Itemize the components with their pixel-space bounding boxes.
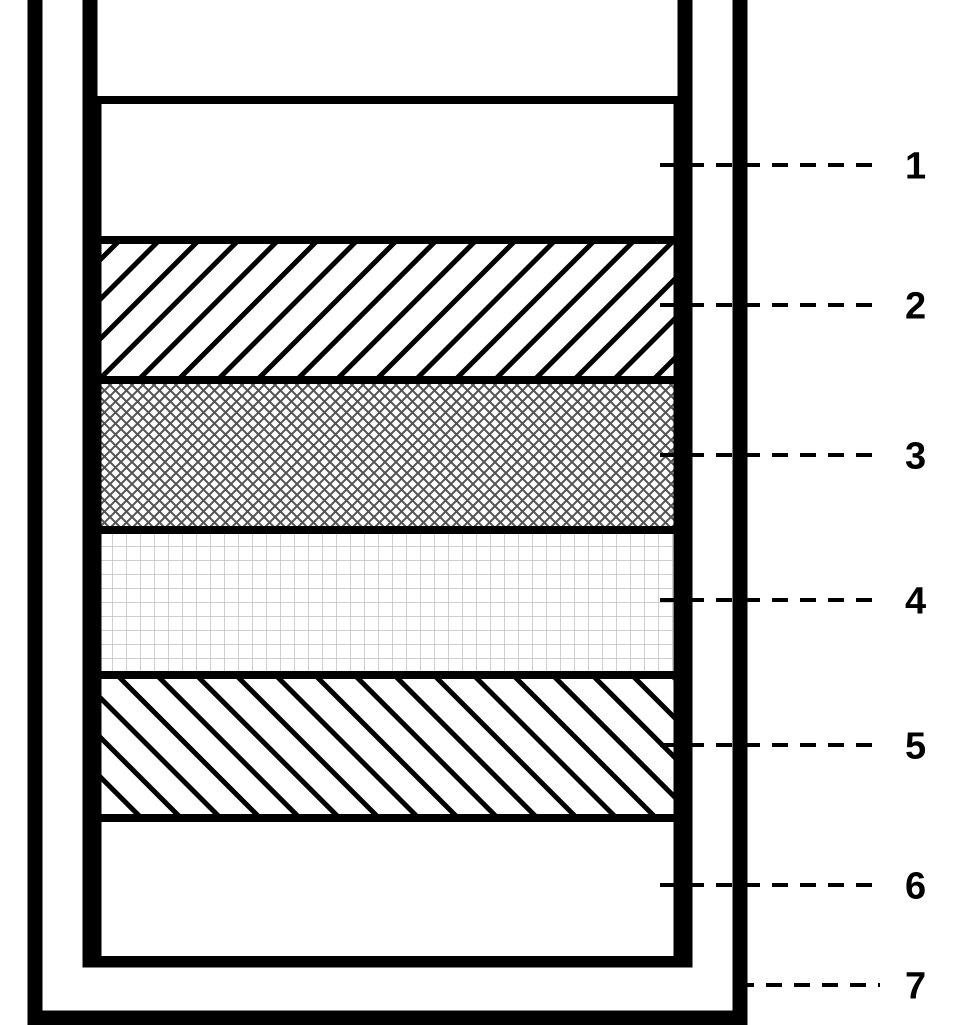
layer-1 xyxy=(98,100,678,240)
layer-4 xyxy=(98,530,678,675)
layer-2 xyxy=(98,240,678,380)
layer-label-1: 1 xyxy=(905,145,926,187)
layer-label-6: 6 xyxy=(905,865,926,907)
layer-label-5: 5 xyxy=(905,725,926,767)
layer-label-4: 4 xyxy=(905,580,926,622)
layer-label-7: 7 xyxy=(905,965,926,1007)
diagram-svg: 1 2 3 4 5 6 7 xyxy=(0,0,960,1025)
layered-diagram: 1 2 3 4 5 6 7 xyxy=(0,0,960,1025)
layer-label-3: 3 xyxy=(905,435,926,477)
layer-label-2: 2 xyxy=(905,285,926,327)
layer-6 xyxy=(98,818,678,960)
layer-3 xyxy=(98,380,678,530)
layer-5 xyxy=(98,675,678,818)
